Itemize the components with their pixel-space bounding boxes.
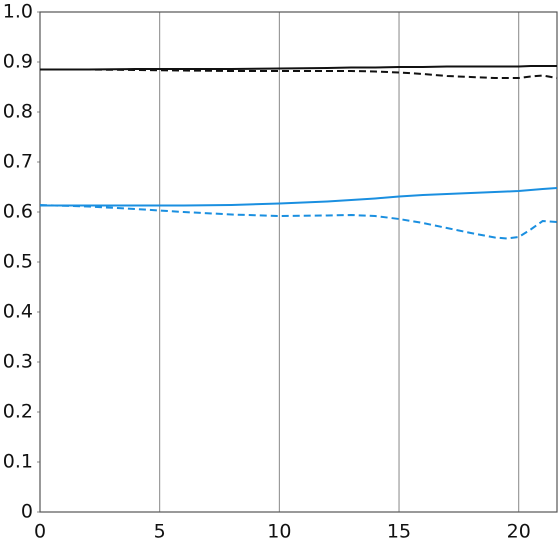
x-tick-label: 10: [267, 521, 291, 542]
line-series: [40, 68, 558, 79]
y-tick-label: 0.3: [3, 351, 33, 373]
x-tick-label: 0: [34, 521, 46, 542]
y-tick-label: 0.5: [3, 251, 33, 273]
x-tick-label: 15: [387, 521, 411, 542]
line-series: [39, 204, 558, 240]
y-tick-label: 0.6: [3, 201, 33, 223]
y-tick-label: 0: [21, 501, 33, 523]
line-series: [40, 65, 557, 71]
y-tick-label: 0.2: [3, 401, 33, 423]
line-series: [40, 187, 558, 207]
y-tick-label: 0.9: [3, 51, 33, 73]
y-tick-label: 1.0: [3, 1, 33, 23]
y-tick-label: 0.8: [3, 101, 33, 123]
x-tick-label: 20: [507, 521, 531, 542]
plot-frame: [39, 11, 558, 513]
y-tick-label: 0.7: [3, 151, 33, 173]
x-tick-label: 5: [154, 521, 166, 542]
y-tick-label: 0.4: [3, 301, 33, 323]
y-tick-label: 0.1: [3, 451, 33, 473]
